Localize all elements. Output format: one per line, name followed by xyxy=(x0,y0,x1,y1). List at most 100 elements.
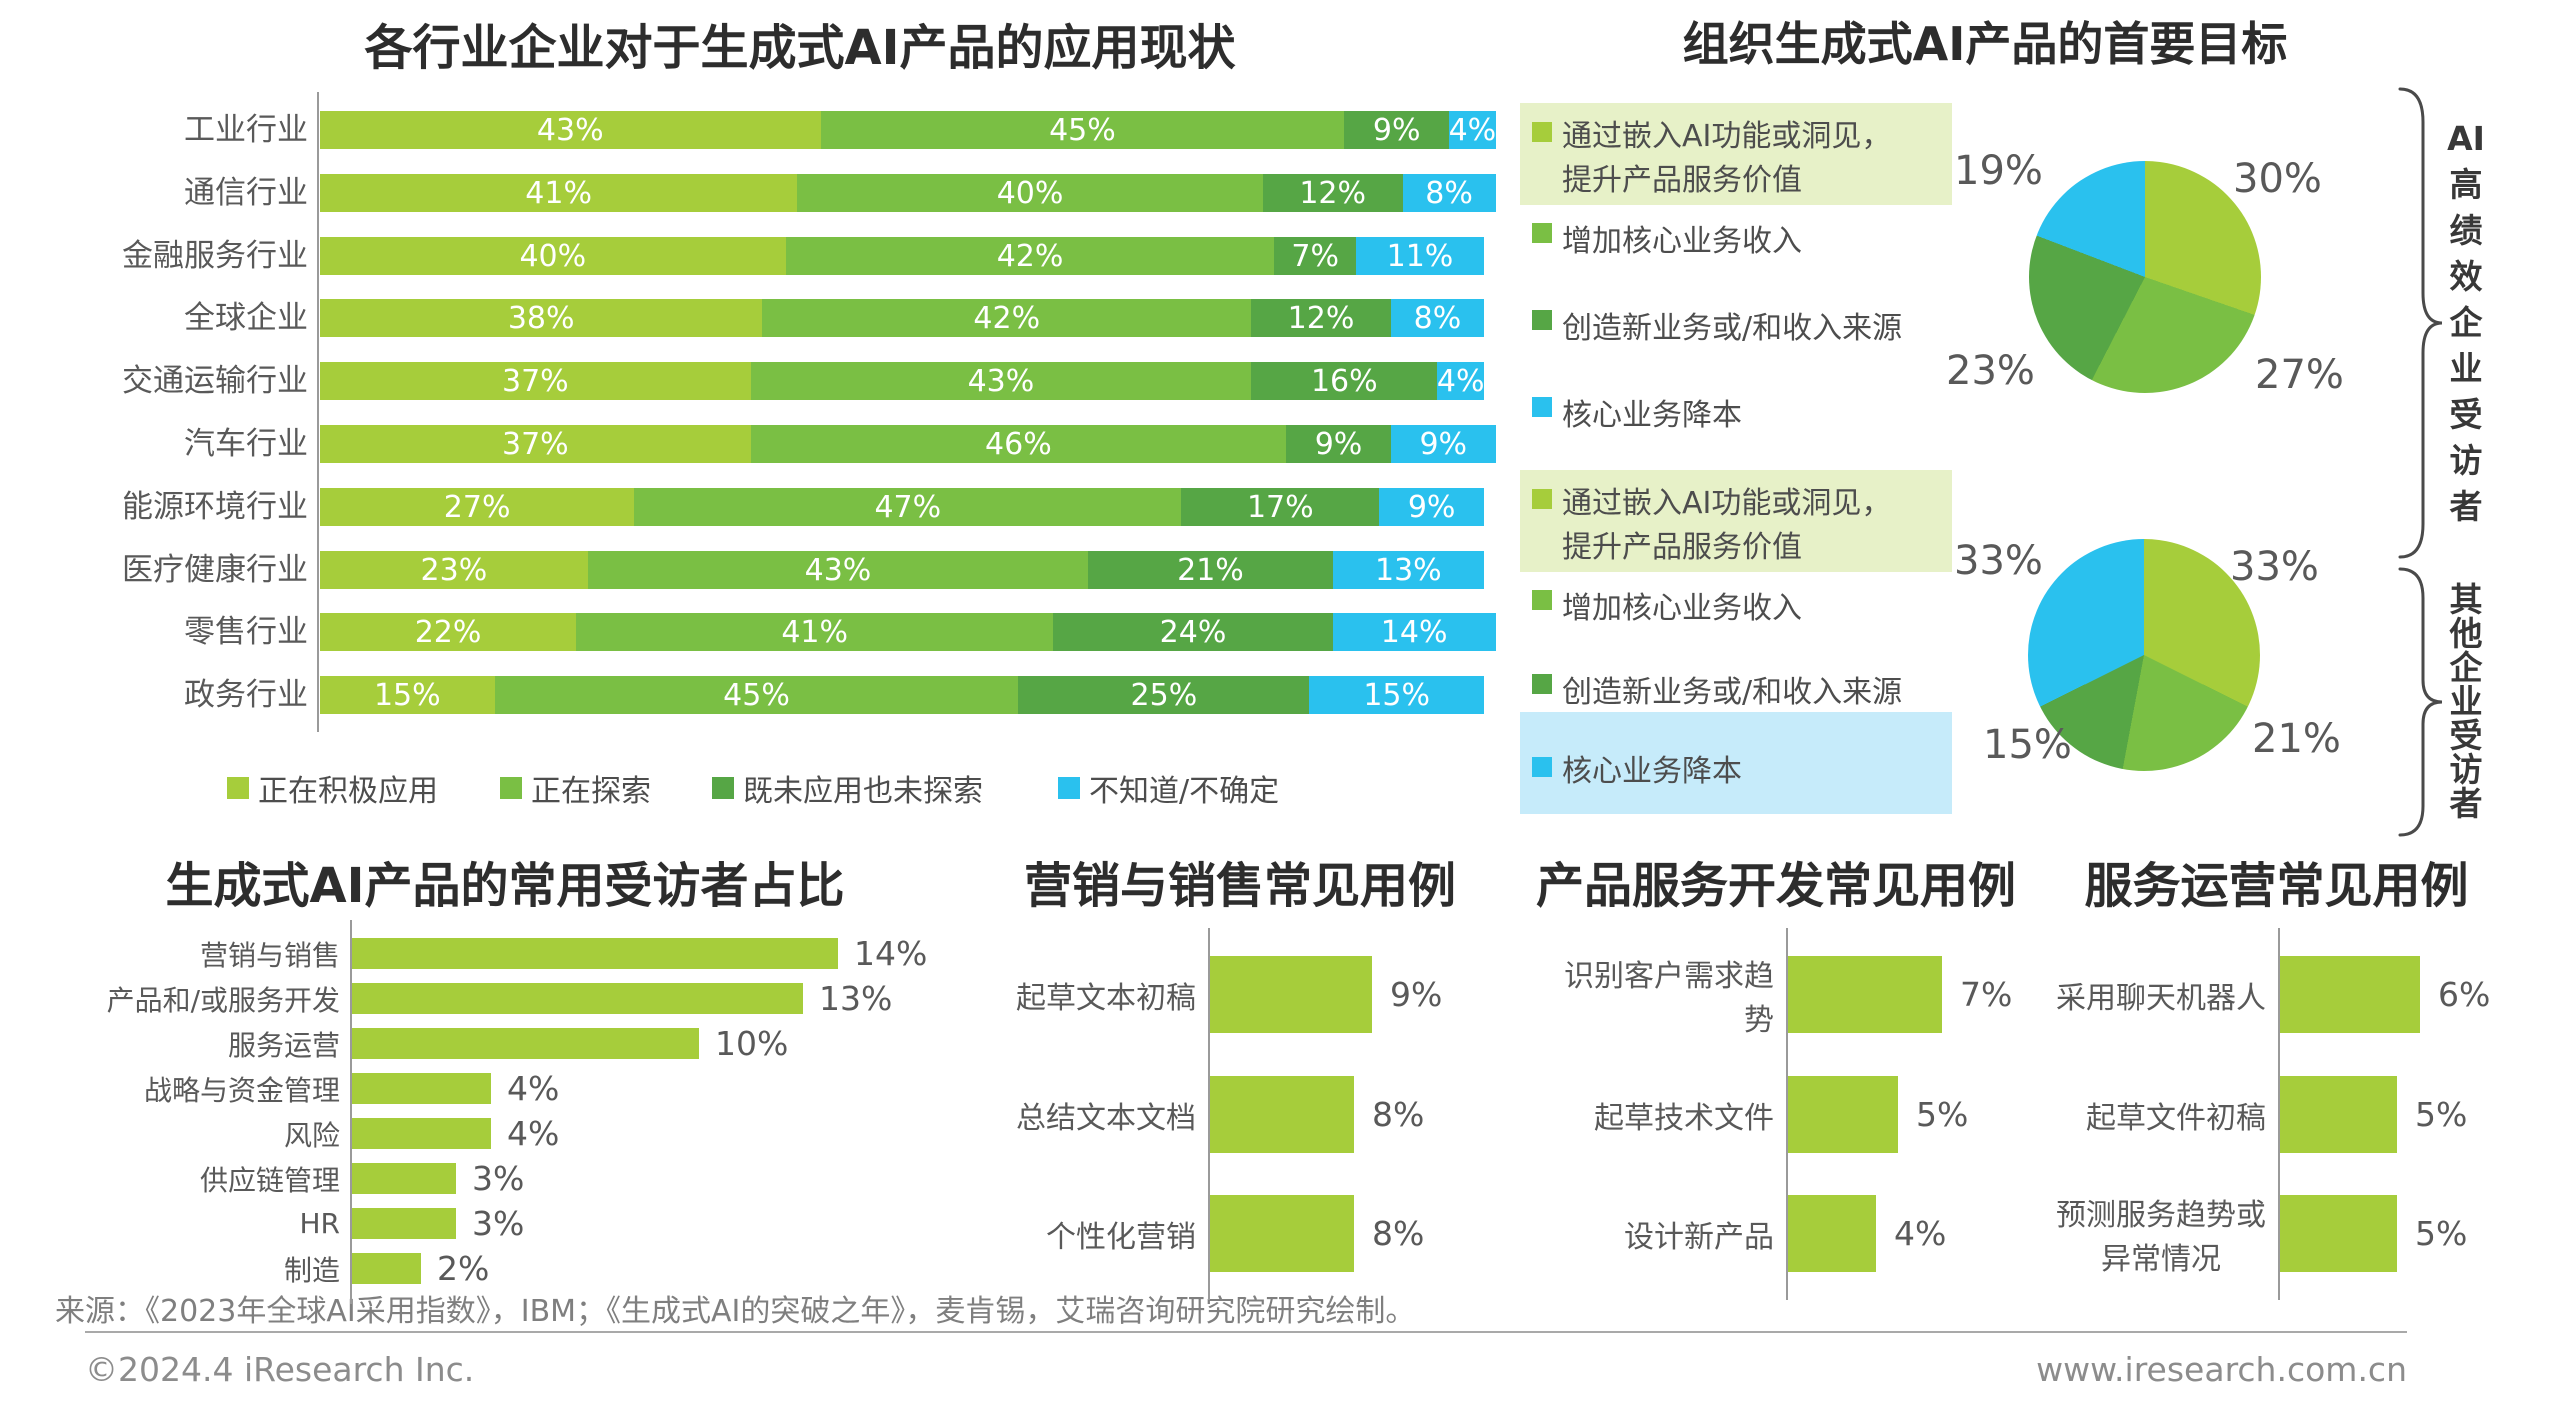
bar-row-label: 起草技术文件 xyxy=(1594,1100,1774,1136)
group-label-char: 受 xyxy=(2449,395,2483,434)
bar-segment-value: 38% xyxy=(507,300,575,336)
bar-segment-value: 8% xyxy=(1413,300,1462,336)
bar-segment: 9% xyxy=(1390,425,1496,463)
bar-row-label: 采用聊天机器人 xyxy=(2056,980,2266,1016)
bar-segment-value: 45% xyxy=(1049,112,1116,148)
bar-segment: 17% xyxy=(1181,488,1380,526)
goal-legend-label: 创造新业务或/和收入来源 xyxy=(1562,311,1903,346)
bar-segment: 16% xyxy=(1251,362,1438,400)
bar-value: 10% xyxy=(715,1024,789,1063)
industry-bar-row: 43% 45% 9% 4% xyxy=(320,111,1520,149)
bar-segment: 13% xyxy=(1332,551,1484,589)
goal-legend-label: 创造新业务或/和收入来源 xyxy=(1562,675,1903,710)
pie-slice-label: 15% xyxy=(1983,722,2072,768)
goal-legend-item: 增加核心业务收入 xyxy=(1532,216,1802,260)
bar-segment: 45% xyxy=(494,676,1019,714)
bar-segment-value: 24% xyxy=(1159,614,1227,650)
industry-chart-axis xyxy=(317,92,319,732)
goal-legend-item-highlighted: 通过嵌入AI功能或洞见， 提升产品服务价值 xyxy=(1520,103,1952,205)
bar-value: 4% xyxy=(507,1114,560,1153)
group-label-char: 访 xyxy=(2449,750,2483,789)
goal-legend-line: 提升产品服务价值 xyxy=(1562,163,1802,198)
bar-segment-value: 23% xyxy=(420,552,488,588)
group-label-char: 效 xyxy=(2449,257,2483,296)
industry-row-label: 零售行业 xyxy=(184,614,308,650)
industry-row-label: 金融服务行业 xyxy=(122,238,308,274)
bar-row-label-line: 预测服务趋势或 xyxy=(2056,1197,2266,1233)
bar-segment: 23% xyxy=(320,551,588,589)
bar-segment: 42% xyxy=(785,237,1275,275)
group-label-char: 企 xyxy=(2449,303,2483,342)
bar-segment-value: 27% xyxy=(443,489,511,525)
goal-legend-label: 增加核心业务收入 xyxy=(1562,224,1802,259)
legend-swatch xyxy=(1532,310,1552,330)
bar-segment-value: 37% xyxy=(501,426,569,462)
bar-segment-value: 42% xyxy=(996,238,1064,274)
bar-segment: 4% xyxy=(1449,111,1496,149)
source-note: 来源：《2023年全球AI采用指数》，IBM；《生成式AI的突破之年》，麦肯锡，… xyxy=(55,1294,1416,1329)
group-label-char: 绩 xyxy=(2449,211,2483,250)
footer-divider xyxy=(85,1331,2407,1333)
group-label-char: 其 xyxy=(2449,580,2483,619)
bar-segment-value: 41% xyxy=(525,175,592,211)
bar-segment-value: 46% xyxy=(985,426,1052,462)
group-label-char: AI xyxy=(2447,119,2485,158)
bar-segment: 12% xyxy=(1262,174,1403,212)
bar-row-label: 识别客户需求趋势 xyxy=(1564,958,1774,1038)
bar-segment: 41% xyxy=(576,613,1054,651)
bar-segment: 42% xyxy=(762,299,1252,337)
industry-bar-row: 41% 40% 12% 8% xyxy=(320,174,1520,212)
bar-segment: 9% xyxy=(1286,425,1391,463)
bar-value: 4% xyxy=(507,1069,560,1108)
goal-legend-label: 通过嵌入AI功能或洞见， xyxy=(1562,119,1892,154)
legend-label: 正在积极应用 xyxy=(258,774,438,809)
bar-segment: 8% xyxy=(1390,299,1484,337)
bar-row-label: 服务运营 xyxy=(227,1028,340,1062)
bar xyxy=(352,983,803,1014)
bar-segment-value: 14% xyxy=(1380,614,1448,650)
legend-label: 不知道/不确定 xyxy=(1089,774,1280,809)
group-label-char: 业 xyxy=(2449,682,2483,721)
bar-segment-value: 43% xyxy=(967,363,1035,399)
goal-legend-item-highlighted: 通过嵌入AI功能或洞见， 提升产品服务价值 xyxy=(1520,470,1952,572)
industry-row-label: 汽车行业 xyxy=(184,426,308,462)
industry-bar-row: 15% 45% 25% 15% xyxy=(320,676,1520,714)
bar-segment: 9% xyxy=(1344,111,1450,149)
bar-value: 7% xyxy=(1960,975,2013,1014)
bar-segment-value: 4% xyxy=(1436,363,1485,399)
bar-value: 5% xyxy=(1916,1095,1969,1134)
industry-row-label: 医疗健康行业 xyxy=(122,552,308,588)
bar-segment: 11% xyxy=(1355,237,1484,275)
industry-bar-row: 38% 42% 12% 8% xyxy=(320,299,1520,337)
bracket-other-enterprises xyxy=(2398,567,2443,837)
bar-segment-value: 7% xyxy=(1291,238,1339,274)
bar-segment: 7% xyxy=(1274,237,1356,275)
bar xyxy=(352,1253,421,1284)
group-label-char: 受 xyxy=(2449,716,2483,755)
bar-value: 9% xyxy=(1390,975,1443,1014)
bar-row-label: 预测服务趋势或 异常情况 xyxy=(1996,1195,2266,1277)
industry-row-label: 政务行业 xyxy=(184,677,308,713)
bar-segment: 45% xyxy=(820,111,1345,149)
legend-swatch xyxy=(1532,397,1552,417)
industry-row-label: 能源环境行业 xyxy=(122,489,308,525)
legend-item: 既未应用也未探索 xyxy=(712,766,983,810)
goal-legend-label: 核心业务降本 xyxy=(1562,398,1742,433)
legend-swatch xyxy=(1532,223,1552,243)
bar-segment-value: 21% xyxy=(1177,552,1244,588)
bar xyxy=(352,1163,456,1194)
bar xyxy=(352,1073,491,1104)
bar-segment-value: 12% xyxy=(1299,175,1366,211)
bar-value: 3% xyxy=(472,1159,525,1198)
bar-segment-value: 4% xyxy=(1448,112,1497,148)
bar-segment-value: 8% xyxy=(1425,175,1473,211)
industry-row-label: 工业行业 xyxy=(184,112,308,148)
industry-row-label: 交通运输行业 xyxy=(122,363,308,399)
bar-segment-value: 9% xyxy=(1419,426,1468,462)
group-label-char: 访 xyxy=(2449,441,2483,480)
bar xyxy=(1210,956,1372,1033)
pie-slice-label: 33% xyxy=(2230,544,2319,590)
pie-slice-label: 21% xyxy=(2252,716,2341,762)
legend-label: 既未应用也未探索 xyxy=(743,774,983,809)
bar-segment-value: 9% xyxy=(1314,426,1363,462)
